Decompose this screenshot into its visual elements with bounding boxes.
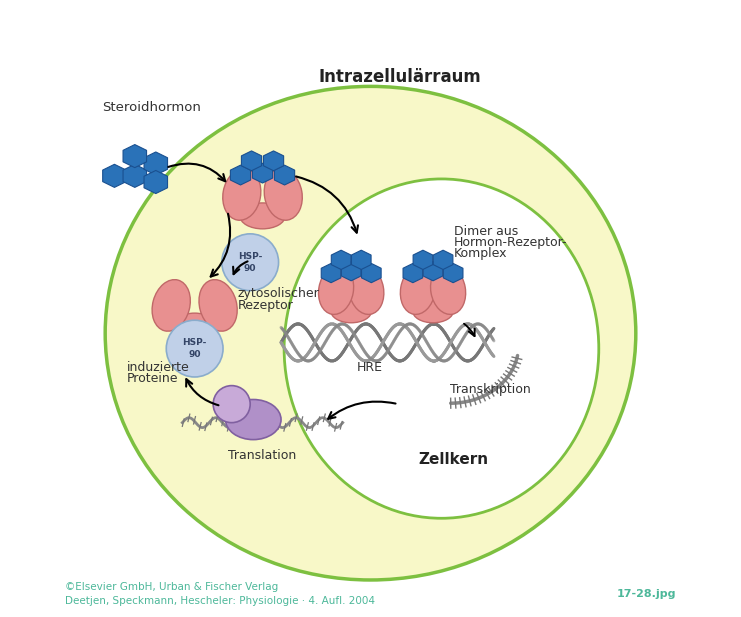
Ellipse shape bbox=[240, 203, 285, 229]
Polygon shape bbox=[230, 165, 250, 185]
Ellipse shape bbox=[152, 280, 190, 331]
Circle shape bbox=[213, 386, 250, 423]
Polygon shape bbox=[144, 170, 167, 194]
Text: induzierte: induzierte bbox=[127, 360, 190, 374]
Polygon shape bbox=[274, 165, 295, 185]
Polygon shape bbox=[123, 144, 147, 168]
Circle shape bbox=[222, 234, 279, 291]
Ellipse shape bbox=[284, 179, 599, 518]
Polygon shape bbox=[264, 151, 284, 171]
Ellipse shape bbox=[319, 266, 353, 315]
Text: HSP-: HSP- bbox=[182, 338, 207, 347]
Text: Steroidhormon: Steroidhormon bbox=[102, 101, 201, 115]
Ellipse shape bbox=[265, 169, 302, 220]
Polygon shape bbox=[331, 251, 351, 270]
Text: 90: 90 bbox=[188, 350, 201, 359]
Ellipse shape bbox=[431, 266, 465, 315]
Ellipse shape bbox=[349, 266, 384, 315]
Text: Translation: Translation bbox=[228, 449, 296, 462]
Polygon shape bbox=[123, 164, 147, 188]
Ellipse shape bbox=[413, 299, 453, 323]
Polygon shape bbox=[413, 251, 433, 270]
Polygon shape bbox=[144, 152, 167, 175]
Text: Proteine: Proteine bbox=[127, 371, 179, 385]
Ellipse shape bbox=[171, 313, 218, 341]
Polygon shape bbox=[423, 262, 443, 281]
Text: ©Elsevier GmbH, Urban & Fischer Verlag
Deetjen, Speckmann, Hescheler: Physiologi: ©Elsevier GmbH, Urban & Fischer Verlag D… bbox=[65, 582, 375, 605]
Text: 90: 90 bbox=[244, 264, 256, 273]
Polygon shape bbox=[351, 251, 371, 270]
Polygon shape bbox=[253, 164, 273, 183]
Text: Dimer aus: Dimer aus bbox=[453, 225, 518, 238]
Ellipse shape bbox=[400, 266, 436, 315]
Text: Komplex: Komplex bbox=[453, 247, 508, 260]
Ellipse shape bbox=[330, 299, 372, 323]
Polygon shape bbox=[242, 151, 262, 171]
Ellipse shape bbox=[225, 400, 281, 439]
Circle shape bbox=[166, 320, 223, 377]
Text: Rezeptor: Rezeptor bbox=[238, 299, 293, 312]
Polygon shape bbox=[403, 263, 422, 283]
Text: 17-28.jpg: 17-28.jpg bbox=[617, 589, 676, 598]
Polygon shape bbox=[443, 263, 463, 283]
Text: Transkription: Transkription bbox=[451, 383, 531, 397]
Text: Hormon-Rezeptor-: Hormon-Rezeptor- bbox=[453, 236, 568, 249]
Ellipse shape bbox=[105, 86, 636, 580]
Polygon shape bbox=[103, 164, 126, 188]
Text: zytosolischer: zytosolischer bbox=[238, 286, 319, 300]
Polygon shape bbox=[322, 263, 341, 283]
Polygon shape bbox=[362, 263, 381, 283]
Polygon shape bbox=[342, 262, 361, 281]
Text: HSP-: HSP- bbox=[238, 252, 262, 260]
Ellipse shape bbox=[199, 280, 237, 331]
Text: Intrazellulärraum: Intrazellulärraum bbox=[318, 68, 481, 86]
Ellipse shape bbox=[223, 169, 261, 220]
Text: HRE: HRE bbox=[356, 360, 382, 374]
Polygon shape bbox=[433, 251, 453, 270]
Text: Zellkern: Zellkern bbox=[419, 452, 489, 467]
